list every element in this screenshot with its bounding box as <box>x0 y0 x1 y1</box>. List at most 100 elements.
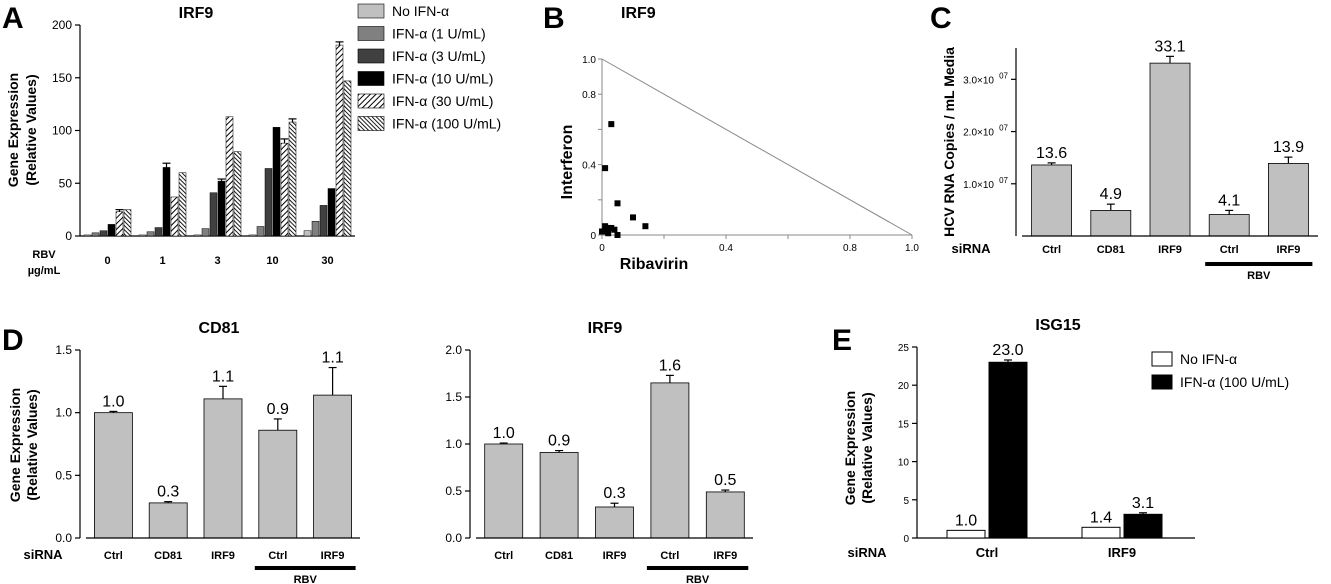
chart-a-bar <box>233 151 242 237</box>
chart-c-x-tick-label: Ctrl <box>1042 244 1061 256</box>
chart-e-data-label: 1.4 <box>1090 509 1112 526</box>
chart-a-legend-label: IFN-α (30 U/mL) <box>392 93 493 109</box>
chart-a-bar <box>99 230 108 237</box>
chart-e-y-tick-label: 0 <box>903 534 909 545</box>
chart-d-cd81-data-label: 0.9 <box>267 401 289 418</box>
chart-d-cd81-x-tick-label: IRF9 <box>211 550 235 562</box>
chart-e-y-tick-label: 20 <box>898 381 910 392</box>
chart-b-additivity-line <box>601 58 913 236</box>
chart-c-y-axis-label: HCV RNA Copies / mL Media <box>941 47 957 237</box>
chart-b-point <box>605 224 612 231</box>
chart-d-cd81: CD81 0.0 0.5 1.0 1.5 Gene Expression(Relative… <box>7 320 360 584</box>
chart-a-bar <box>91 232 100 237</box>
chart-d-cd81-bar <box>148 502 188 539</box>
chart-d-irf9-y-tick-label: 1.5 <box>445 390 462 404</box>
chart-d-cd81-data-label: 1.0 <box>102 393 124 410</box>
chart-d-irf9-y-tick-label: 1.0 <box>445 437 462 451</box>
chart-e-legend-swatch <box>1151 374 1173 390</box>
chart-a-y-tick-label: 100 <box>52 124 72 138</box>
chart-d-cd81-bar <box>203 398 243 539</box>
chart-e-bar <box>1081 526 1121 539</box>
chart-b-point <box>602 223 609 230</box>
chart-d-irf9-data-label: 1.6 <box>659 357 681 374</box>
chart-b-point <box>602 228 609 235</box>
chart-b-point <box>614 200 621 207</box>
chart-c-data-label: 4.1 <box>1218 192 1240 209</box>
chart-d-cd81-x-tick-label: Ctrl <box>268 550 287 562</box>
chart-c-bar <box>1031 164 1072 237</box>
chart-d-cd81-y-tick-label: 0.0 <box>55 531 72 545</box>
chart-c-y-tick-exponent: 07 <box>999 71 1008 80</box>
chart-a-legend-label: IFN-α (10 U/mL) <box>392 71 493 87</box>
chart-c-y-tick-label: 3.0×10 <box>963 75 994 86</box>
chart-e-x-tick-label: IRF9 <box>1108 545 1136 560</box>
chart-e-data-label: 23.0 <box>992 342 1023 359</box>
chart-b-point <box>608 224 615 231</box>
chart-a-x-label-line: µg/mL <box>28 265 61 277</box>
chart-e-y-axis-label-line: Gene Expression <box>842 391 858 505</box>
chart-d-irf9-bar <box>595 506 634 539</box>
chart-e-legend-swatch <box>1151 351 1173 367</box>
chart-c-y-tick-label: 2.0×10 <box>963 128 994 139</box>
chart-d-cd81-y-tick-label: 1.5 <box>55 343 72 357</box>
chart-a-bar <box>107 224 116 237</box>
chart-a-legend-swatch <box>357 93 385 109</box>
chart-c-bar <box>1090 210 1132 237</box>
chart-e-bar <box>988 361 1028 539</box>
chart-a-bar <box>264 168 273 237</box>
panel-letter-e: E <box>832 324 852 357</box>
chart-c-data-label: 13.9 <box>1273 139 1304 156</box>
chart-a-bar <box>154 227 163 237</box>
chart-e-bar <box>946 529 986 539</box>
chart-e-data-label: 3.1 <box>1132 495 1154 512</box>
chart-b-point <box>608 121 615 128</box>
chart-b-x-tick-label: 0.4 <box>719 243 733 254</box>
chart-d-cd81-x-tick-label: IRF9 <box>321 550 345 562</box>
chart-b-point <box>599 228 605 235</box>
chart-b-x-axis-label: Ribavirin <box>620 256 688 273</box>
chart-a-bar <box>272 127 281 237</box>
chart-a-legend-swatch <box>357 26 385 41</box>
chart-a-bar <box>201 228 210 237</box>
chart-a-bar <box>319 205 328 237</box>
chart-b-y-tick-label: 1.0 <box>582 55 596 66</box>
chart-d-irf9-data-label: 0.3 <box>603 485 625 502</box>
chart-a-bar <box>256 226 265 237</box>
chart-b-y-tick-label: 0.4 <box>582 161 596 172</box>
chart-d-irf9-x-tick-label: Ctrl <box>660 550 679 562</box>
chart-a-bar <box>280 142 289 237</box>
chart-d-irf9-data-label: 0.5 <box>714 472 736 489</box>
chart-b-x-tick-label: 0 <box>599 243 605 254</box>
panel-letter-a: A <box>2 2 24 35</box>
chart-d-irf9: IRF9 0.0 0.5 1.0 1.5 2.0 1.0 Ctrl 0.9 CD81 0.3 IRF9… <box>445 320 753 584</box>
chart-a-bar <box>327 188 336 237</box>
chart-d-irf9-y-tick-label: 2.0 <box>445 343 462 357</box>
chart-d-cd81-data-label: 1.1 <box>321 350 343 367</box>
chart-a-bar <box>138 234 147 237</box>
chart-e-y-axis-label-line: (Relative Values) <box>859 392 875 503</box>
chart-d-irf9-x-tick-label: Ctrl <box>494 550 513 562</box>
chart-d-cd81-x-tick-label: Ctrl <box>104 550 123 562</box>
chart-d-irf9-bar <box>650 382 690 539</box>
chart-a-legend-swatch <box>357 71 385 86</box>
chart-d-irf9-title: IRF9 <box>588 320 623 337</box>
chart-a-legend-swatch <box>357 116 385 131</box>
chart-d-irf9-y-tick-label: 0.5 <box>445 484 462 498</box>
chart-a-y-axis-label: Gene Expression (Relative Values) <box>5 73 39 187</box>
chart-b-title: IRF9 <box>621 5 656 22</box>
chart-d-cd81-y-axis-label-line: Gene Expression <box>7 388 23 502</box>
chart-a-y-axis-label-line: (Relative Values) <box>23 74 39 185</box>
chart-b-point <box>642 223 649 230</box>
chart-a-bar <box>146 231 155 237</box>
chart-e-title: ISG15 <box>1035 317 1080 334</box>
chart-d-irf9-x-tick-label: CD81 <box>545 550 573 562</box>
chart-b-x-tick-label: 0.8 <box>843 243 857 254</box>
chart-a-bar <box>162 167 171 237</box>
chart-a-bar <box>193 234 202 237</box>
chart-a-bar <box>335 44 344 237</box>
chart-a-x-tick-label: 1 <box>159 255 165 267</box>
chart-e-y-tick-label: 10 <box>898 458 910 469</box>
panel-letter-c: C <box>930 2 952 35</box>
